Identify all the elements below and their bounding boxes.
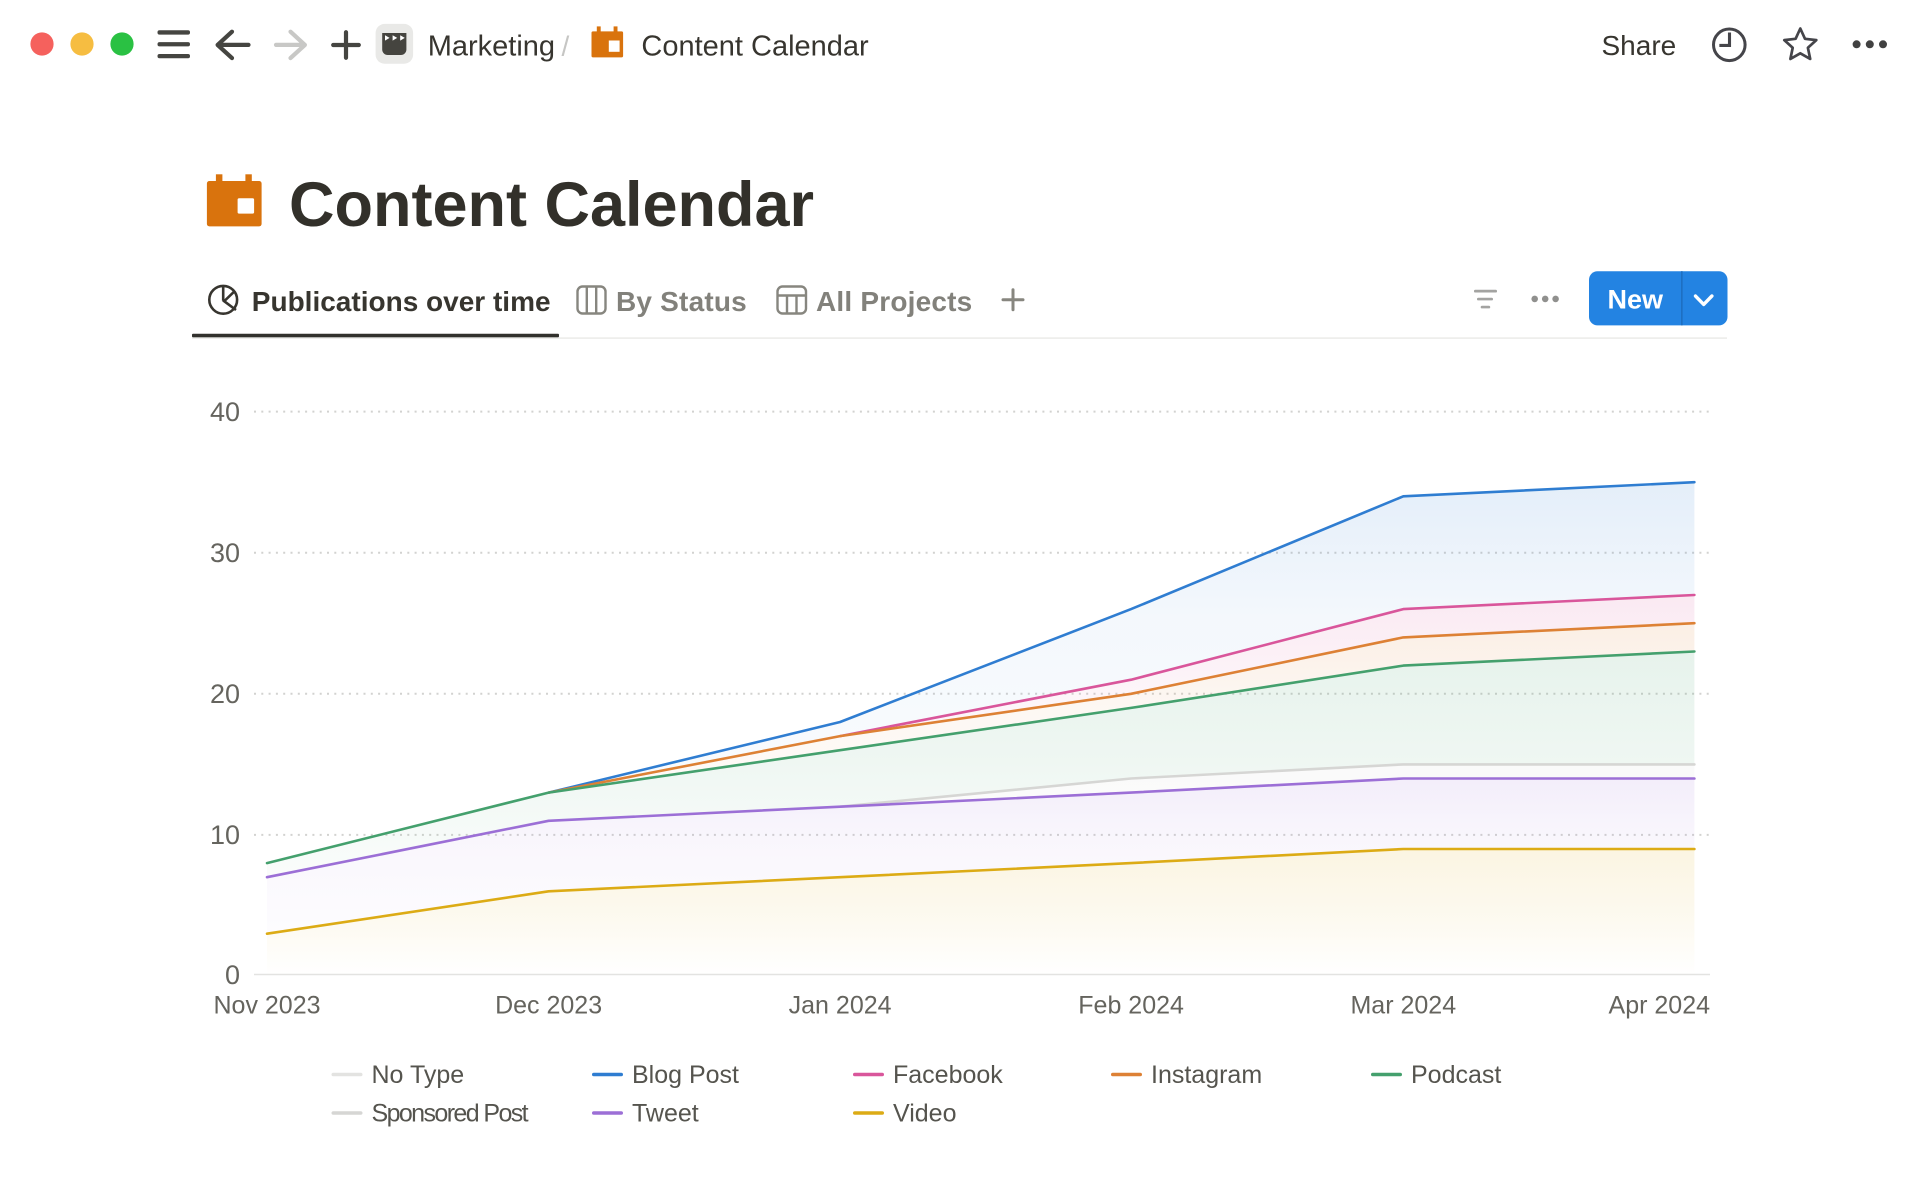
svg-text:/: / <box>562 31 570 62</box>
svg-text:10: 10 <box>210 820 240 850</box>
svg-text:Apr 2024: Apr 2024 <box>1609 992 1711 1020</box>
svg-text:Publications over time: Publications over time <box>252 286 551 317</box>
svg-text:Content Calendar: Content Calendar <box>641 31 869 63</box>
svg-text:Video: Video <box>893 1100 957 1128</box>
svg-text:20: 20 <box>210 679 240 709</box>
svg-text:Feb 2024: Feb 2024 <box>1078 992 1184 1020</box>
svg-text:Blog Post: Blog Post <box>632 1061 739 1089</box>
svg-text:New: New <box>1608 284 1665 314</box>
svg-text:Content Calendar: Content Calendar <box>289 170 814 240</box>
svg-text:Dec 2023: Dec 2023 <box>495 992 602 1020</box>
svg-text:Jan 2024: Jan 2024 <box>789 992 892 1020</box>
svg-text:Facebook: Facebook <box>893 1061 1003 1089</box>
svg-text:Mar 2024: Mar 2024 <box>1350 992 1456 1020</box>
svg-text:All Projects: All Projects <box>816 286 972 317</box>
svg-text:0: 0 <box>225 960 240 990</box>
svg-text:Sponsored Post: Sponsored Post <box>372 1100 529 1128</box>
svg-text:30: 30 <box>210 538 240 568</box>
svg-text:Podcast: Podcast <box>1411 1061 1501 1089</box>
svg-text:By Status: By Status <box>616 286 747 317</box>
svg-text:Instagram: Instagram <box>1151 1061 1262 1089</box>
svg-text:40: 40 <box>210 397 240 427</box>
svg-text:No Type: No Type <box>372 1061 465 1089</box>
svg-text:Tweet: Tweet <box>632 1100 699 1128</box>
svg-text:Share: Share <box>1602 30 1677 61</box>
svg-text:Nov 2023: Nov 2023 <box>213 992 320 1020</box>
svg-text:Marketing: Marketing <box>428 31 555 63</box>
